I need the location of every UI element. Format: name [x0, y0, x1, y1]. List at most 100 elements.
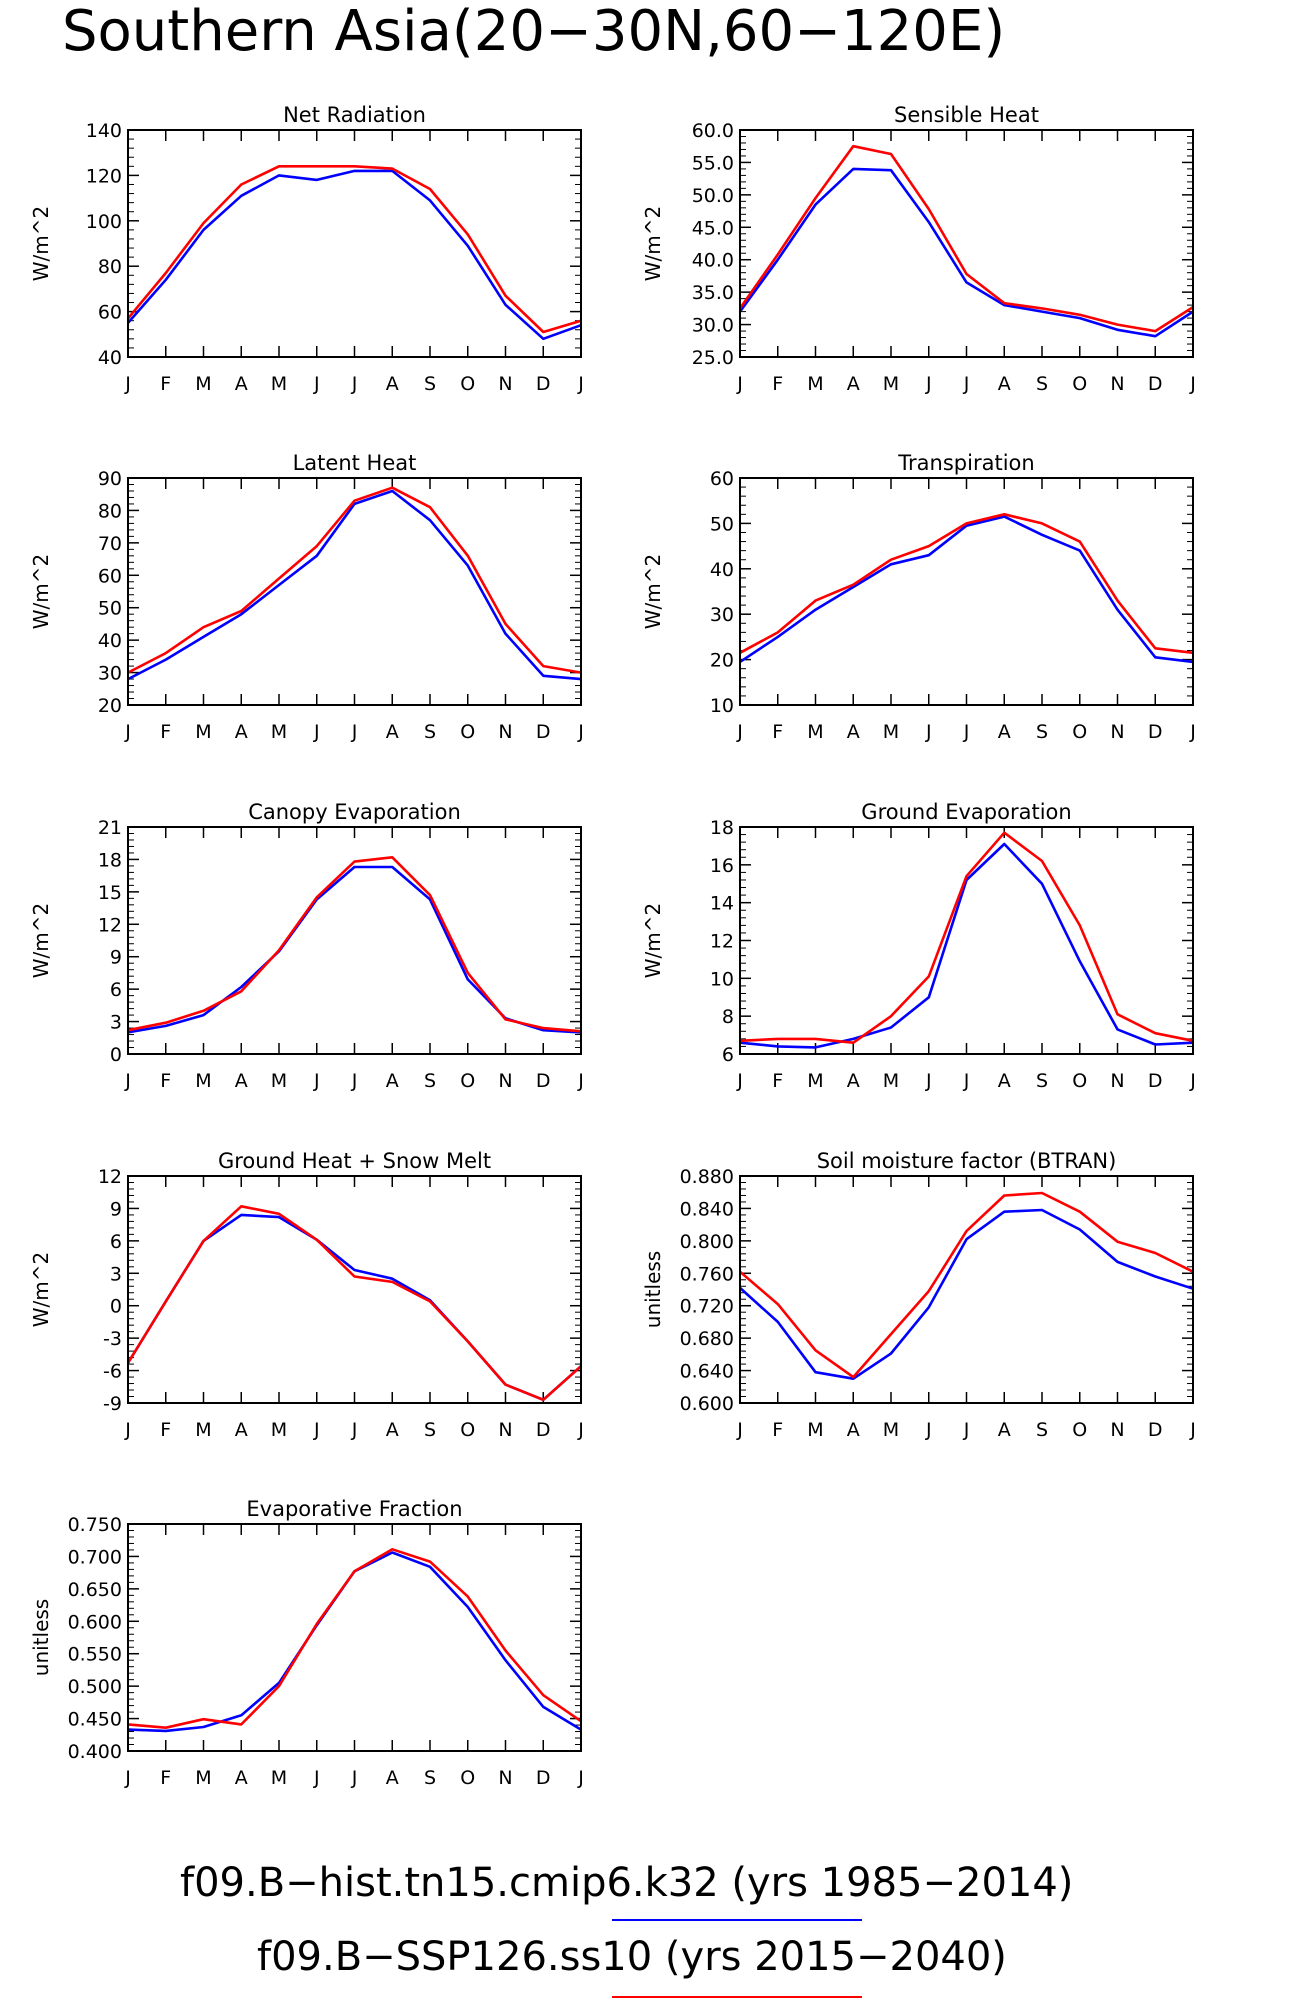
x-tick-label: O [1072, 1070, 1087, 1092]
x-tick-label: F [772, 721, 783, 743]
x-tick-label: N [1110, 373, 1124, 395]
y-tick-label: 40 [710, 559, 734, 581]
series-line [126, 1205, 582, 1402]
series-line [127, 165, 582, 334]
x-tick-label: N [1110, 1419, 1124, 1441]
x-tick-label: J [1189, 1070, 1196, 1092]
x-tick-label: A [386, 1767, 399, 1789]
x-tick-label: A [998, 1419, 1011, 1441]
plot-frame [127, 1175, 582, 1404]
x-tick-label: M [807, 721, 823, 743]
x-tick-label: O [1072, 373, 1087, 395]
plot-frame [739, 477, 1194, 706]
panel-title: Soil moisture factor (BTRAN) [817, 1149, 1117, 1173]
x-tick-label: O [460, 721, 475, 743]
y-tick-label: 0.760 [680, 1263, 734, 1285]
series-line [127, 1548, 582, 1729]
y-tick-label: 25.0 [692, 347, 734, 369]
y-tick-label: 50.0 [692, 185, 734, 207]
x-tick-label: D [536, 721, 551, 743]
y-tick-label: 30 [98, 663, 122, 685]
x-tick-label: J [124, 721, 131, 743]
series-line [739, 831, 1194, 1044]
x-tick-label: M [195, 1419, 211, 1441]
x-tick-label: M [195, 373, 211, 395]
y-tick-label: 70 [98, 533, 122, 555]
y-tick-label: 12 [98, 1166, 122, 1188]
plot-frame [127, 477, 582, 706]
y-tick-label: 0.500 [68, 1676, 122, 1698]
x-tick-label: A [998, 721, 1011, 743]
x-tick-label: D [1148, 1070, 1163, 1092]
y-tick-label: -9 [103, 1393, 122, 1415]
y-tick-label: 55.0 [692, 152, 734, 174]
panel: Net Radiation W/m^2 40 60 80 100 120 140 J F M A M J J… [29, 103, 584, 395]
x-tick-label: J [1189, 721, 1196, 743]
y-tick-label: 21 [98, 817, 122, 839]
y-tick-label: 50 [98, 598, 122, 620]
x-tick-label: J [963, 1070, 970, 1092]
x-tick-label: J [925, 1419, 932, 1441]
x-tick-label: J [577, 1767, 584, 1789]
x-tick-label: A [386, 1419, 399, 1441]
x-tick-label: O [460, 1419, 475, 1441]
plot-frame [127, 826, 582, 1055]
y-tick-label: 0.550 [68, 1644, 122, 1666]
y-tick-label: 18 [98, 849, 122, 871]
x-tick-label: M [883, 1419, 899, 1441]
x-tick-label: D [1148, 373, 1163, 395]
y-tick-label: 20 [710, 650, 734, 672]
x-tick-label: S [1036, 721, 1048, 743]
series-line [738, 167, 1194, 338]
y-tick-label: 120 [86, 165, 122, 187]
plot-frame [127, 1523, 582, 1752]
x-tick-label: N [498, 1070, 512, 1092]
y-tick-label: 6 [110, 979, 122, 1001]
x-tick-label: J [351, 1070, 358, 1092]
x-tick-label: J [963, 1419, 970, 1441]
y-tick-label: 0.750 [68, 1514, 122, 1536]
y-tick-label: 0.880 [680, 1166, 734, 1188]
y-axis-label: W/m^2 [641, 903, 665, 978]
x-tick-label: A [998, 1070, 1011, 1092]
x-tick-label: M [883, 1070, 899, 1092]
y-tick-label: 10 [710, 695, 734, 717]
x-tick-label: J [313, 373, 320, 395]
y-tick-label: 30 [710, 604, 734, 626]
y-tick-label: 60.0 [692, 120, 734, 142]
y-tick-label: 60 [98, 565, 122, 587]
x-tick-label: F [772, 1419, 783, 1441]
panel-title: Sensible Heat [894, 103, 1039, 127]
y-tick-label: 140 [86, 120, 122, 142]
x-tick-label: S [1036, 1419, 1048, 1441]
series-line [126, 1213, 582, 1402]
y-tick-label: 60 [710, 468, 734, 490]
x-tick-label: M [271, 373, 287, 395]
x-tick-label: N [498, 373, 512, 395]
x-tick-label: J [1189, 373, 1196, 395]
x-tick-label: J [124, 373, 131, 395]
series-line [127, 855, 582, 1033]
x-tick-label: J [577, 373, 584, 395]
x-tick-label: J [351, 1419, 358, 1441]
series-line [127, 486, 582, 674]
y-axis-label: W/m^2 [641, 206, 665, 281]
figure-title: Southern Asia(20−30N,60−120E) [62, 0, 1005, 64]
panel: Soil moisture factor (BTRAN) unitless 0.60… [641, 1149, 1196, 1441]
x-tick-label: A [386, 721, 399, 743]
x-tick-label: M [271, 1419, 287, 1441]
legend-label-2: f09.B−SSP126.ss10 (yrs 2015−2040) [257, 1934, 1007, 1980]
panel-title: Latent Heat [293, 451, 417, 475]
series-line [739, 512, 1194, 655]
panel: Ground Heat + Snow Melt W/m^2 -9 -6 -3 0 3 6 9 12… [29, 1149, 584, 1441]
y-tick-label: 0.700 [68, 1546, 122, 1568]
y-tick-label: 0.720 [680, 1296, 734, 1318]
x-tick-label: J [736, 1419, 743, 1441]
x-tick-label: M [271, 1070, 287, 1092]
x-tick-label: M [807, 1419, 823, 1441]
x-tick-label: M [271, 1767, 287, 1789]
y-tick-label: 0.680 [680, 1328, 734, 1350]
y-tick-label: -6 [103, 1361, 122, 1383]
x-tick-label: D [1148, 1419, 1163, 1441]
